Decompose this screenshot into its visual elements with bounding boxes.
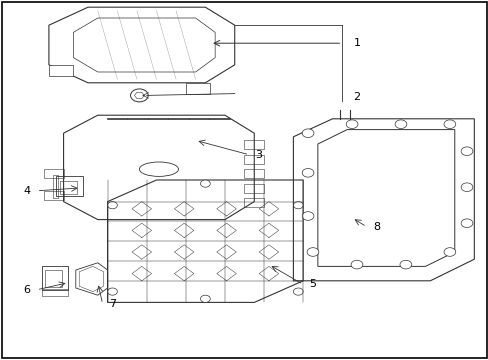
Bar	[41, 289, 68, 296]
Bar	[244, 140, 264, 149]
Circle shape	[107, 288, 117, 295]
Circle shape	[443, 248, 455, 256]
Circle shape	[200, 180, 210, 187]
Text: 1: 1	[353, 38, 360, 48]
Circle shape	[460, 183, 472, 192]
Bar	[41, 266, 68, 290]
Text: 4: 4	[23, 186, 30, 196]
Bar	[53, 175, 58, 198]
Polygon shape	[49, 65, 73, 76]
Polygon shape	[185, 83, 210, 94]
Circle shape	[302, 168, 313, 177]
Text: 2: 2	[353, 92, 360, 102]
Text: 3: 3	[255, 150, 262, 160]
Circle shape	[346, 120, 357, 129]
Circle shape	[460, 219, 472, 228]
Circle shape	[293, 202, 303, 209]
Circle shape	[394, 120, 406, 129]
Bar	[244, 169, 264, 178]
Bar	[244, 184, 264, 193]
Text: 8: 8	[372, 222, 379, 232]
Bar	[45, 270, 62, 287]
Bar	[56, 176, 83, 196]
Circle shape	[350, 260, 362, 269]
Bar	[60, 181, 77, 194]
Circle shape	[107, 202, 117, 209]
Circle shape	[399, 260, 411, 269]
Circle shape	[306, 248, 318, 256]
Circle shape	[302, 212, 313, 220]
Text: 6: 6	[23, 285, 30, 295]
Circle shape	[293, 288, 303, 295]
Polygon shape	[317, 130, 454, 266]
Circle shape	[443, 120, 455, 129]
Bar	[244, 155, 264, 164]
Bar	[44, 191, 63, 200]
Circle shape	[302, 129, 313, 138]
Bar	[244, 198, 264, 207]
Text: 5: 5	[309, 279, 316, 289]
Text: 7: 7	[109, 299, 116, 309]
Circle shape	[200, 295, 210, 302]
Circle shape	[460, 147, 472, 156]
Bar	[44, 169, 63, 178]
